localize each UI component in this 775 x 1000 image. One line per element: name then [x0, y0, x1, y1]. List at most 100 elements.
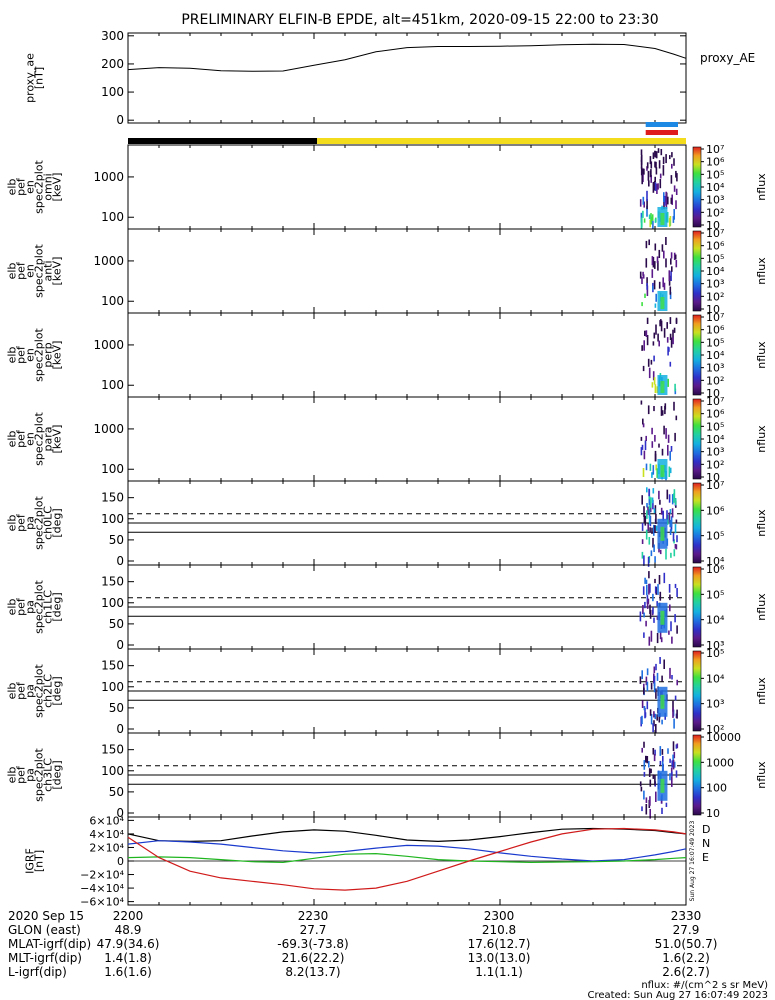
spectrogram-pixel [643, 706, 646, 711]
spectrogram-pixel [666, 212, 669, 223]
spectrogram-pixel [673, 751, 676, 759]
spectrogram-pixel [674, 383, 676, 392]
spectrogram-pixel [665, 258, 667, 268]
spectrogram-pixel [646, 584, 648, 596]
spectrogram-pixel [672, 216, 675, 223]
spectrogram-pixel [646, 487, 648, 493]
spectrogram-pixel [669, 509, 672, 514]
spectrogram-pixel [671, 771, 673, 777]
row-label: L-igrf(dip) [8, 965, 67, 979]
spectrogram-pixel [646, 162, 649, 169]
spectrogram-pixel [653, 524, 655, 536]
x-tick-label: 2330 [671, 909, 702, 923]
spectrogram-pixel [660, 637, 663, 643]
spectrogram-pixel [669, 519, 671, 528]
spectrogram-pixel [652, 341, 655, 346]
spectrogram-pixel [669, 451, 671, 461]
spectrogram-pixel [643, 632, 645, 638]
colorbar-tick-label: 10⁴ [706, 614, 725, 627]
y-label-line: [deg] [51, 676, 64, 705]
spectrogram-pixel [655, 293, 657, 302]
spectrogram-pixel [665, 548, 667, 560]
spectrogram-pixel [654, 182, 657, 191]
y-tick-label: 50 [109, 701, 124, 715]
x-date-label: 2020 Sep 15 [8, 909, 84, 923]
spectrogram-pixel [646, 205, 648, 217]
spectrogram-pixel [661, 719, 663, 725]
colorbar-tick-label: 10² [706, 458, 724, 471]
spectrogram-pixel [651, 527, 653, 534]
spectrogram-pixel [651, 256, 654, 266]
spectrogram-pixel [651, 441, 654, 448]
spectrogram-pixel [653, 355, 655, 362]
spectrogram-pixel [658, 575, 661, 585]
spectrogram-pixel [653, 617, 655, 623]
spectrogram-pixel [641, 806, 643, 812]
spectrogram-pixel [674, 432, 676, 442]
spectrogram-pixel [665, 237, 667, 245]
spectrogram-pixel [643, 201, 645, 208]
spectrogram-pixel [659, 746, 662, 756]
spectrogram-pixel [676, 679, 678, 686]
spectrogram-pixel [668, 494, 671, 503]
pef_pa_ch1-colorbar [692, 566, 702, 648]
spectrogram-pixel [643, 168, 645, 175]
spectrogram-pixel [642, 365, 645, 372]
y-tick-label: 4×10⁴ [89, 828, 124, 841]
spectrogram-pixel [643, 218, 646, 223]
spectrogram-pixel [671, 266, 673, 272]
spectrogram-pixel [667, 748, 669, 754]
spectrogram-pixel [669, 773, 671, 781]
pef_en_anti-frame [127, 228, 687, 314]
spectrogram-pixel [643, 506, 645, 517]
spectrogram-pixel [672, 741, 675, 751]
spectrogram-pixel [648, 180, 650, 187]
spectrogram-pixel [646, 285, 649, 296]
spectrogram-pixel [649, 779, 652, 787]
spectrogram-pixel [668, 584, 671, 593]
spectrogram-pixel [673, 209, 675, 220]
y-tick-label: 0 [116, 554, 124, 568]
y-label-line: anti [42, 260, 55, 281]
spectrogram-pixel [654, 435, 656, 442]
spectrogram-pixel [646, 756, 649, 764]
spectrogram-core [660, 778, 665, 793]
y-tick-label: 1000 [93, 254, 124, 268]
y-label-line: pef [15, 261, 28, 280]
spectrogram-pixel [643, 555, 645, 566]
spectrogram-pixel [640, 786, 643, 792]
y-label-line: [deg] [51, 508, 64, 537]
y-tick-label: −4×10⁴ [80, 882, 124, 895]
spectrogram-pixel [646, 681, 649, 692]
colorbar-tick-label: 10³ [706, 639, 724, 652]
spectrogram-pixel [649, 463, 652, 471]
spectrogram-pixel [642, 274, 645, 279]
spectrogram-pixel [655, 688, 657, 699]
spectrogram-pixel [641, 715, 643, 725]
spectrogram-pixel [653, 377, 656, 385]
spectrogram-pixel [648, 571, 650, 579]
spectrogram-pixel [659, 591, 662, 601]
spectrogram-pixel [675, 744, 678, 749]
spectrogram-pixel [648, 509, 651, 519]
y-label-line: [keV] [51, 257, 64, 286]
spectrogram-pixel [640, 149, 643, 156]
orbit-status-bar [317, 138, 686, 144]
colorbar-tick-label: 10³ [706, 194, 724, 207]
spectrogram-pixel [670, 446, 673, 452]
spectrogram-pixel [645, 435, 647, 441]
spectrogram-pixel [658, 281, 661, 289]
spectrogram-pixel [663, 192, 665, 199]
spectrogram-pixel [656, 183, 658, 194]
spectrogram-pixel [647, 598, 650, 604]
spectrogram-pixel [675, 544, 678, 550]
row-value: 1.4(1.8) [104, 951, 152, 965]
igrf-y-label: IGRF[nT] [24, 848, 46, 874]
spectrogram-pixel [669, 291, 672, 300]
spectrogram-pixel [676, 625, 678, 634]
spectrogram-pixel [646, 277, 648, 287]
y-label-line: pef [15, 429, 28, 448]
spectrogram-pixel [665, 202, 668, 209]
spectrogram-pixel [673, 761, 676, 768]
